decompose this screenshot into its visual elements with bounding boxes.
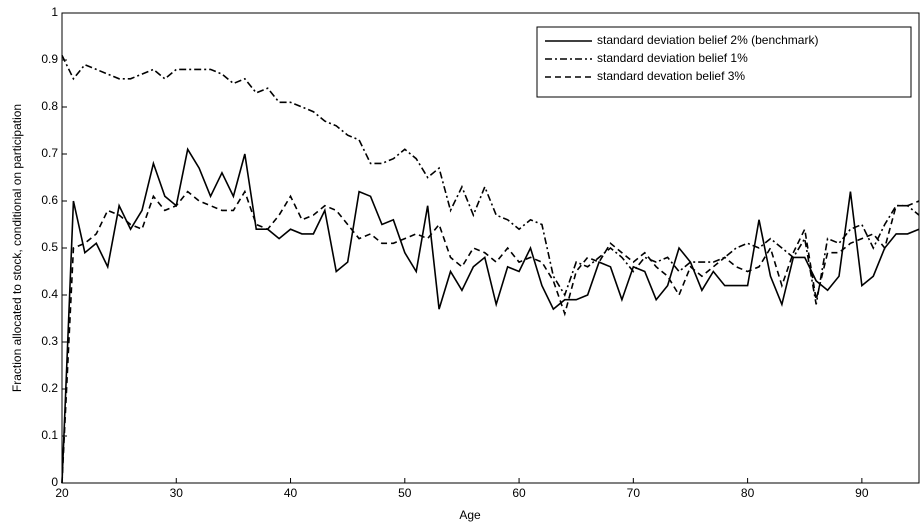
y-tick-label: 0.3 [41,334,58,348]
y-axis-label: Fraction allocated to stock, conditional… [10,104,24,392]
x-tick-label: 70 [627,486,641,500]
y-tick-label: 0.4 [41,287,58,301]
y-tick-label: 0.9 [41,52,58,66]
y-tick-label: 0.5 [41,240,58,254]
y-tick-label: 0 [51,475,58,489]
legend-label: standard devation belief 3% [597,69,745,83]
legend-label: standard deviation belief 2% (benchmark) [597,33,818,47]
x-tick-label: 60 [512,486,526,500]
series-line [61,54,920,305]
x-tick-label: 90 [855,486,869,500]
y-tick-label: 0.6 [41,193,58,207]
x-tick-label: 50 [398,486,412,500]
y-tick-label: 0.7 [41,146,58,160]
series-line [61,147,920,484]
y-tick-label: 0.2 [41,381,58,395]
x-tick-label: 40 [284,486,298,500]
legend-box [536,26,912,98]
x-tick-label: 20 [55,486,69,500]
x-tick-label: 80 [741,486,755,500]
x-axis-label: Age [459,508,481,522]
legend-label: standard deviation belief 1% [597,51,748,65]
y-tick-label: 1 [51,5,58,19]
x-tick-label: 30 [170,486,184,500]
y-tick-label: 0.8 [41,99,58,113]
y-tick-label: 0.1 [41,428,58,442]
series-line [61,189,920,484]
